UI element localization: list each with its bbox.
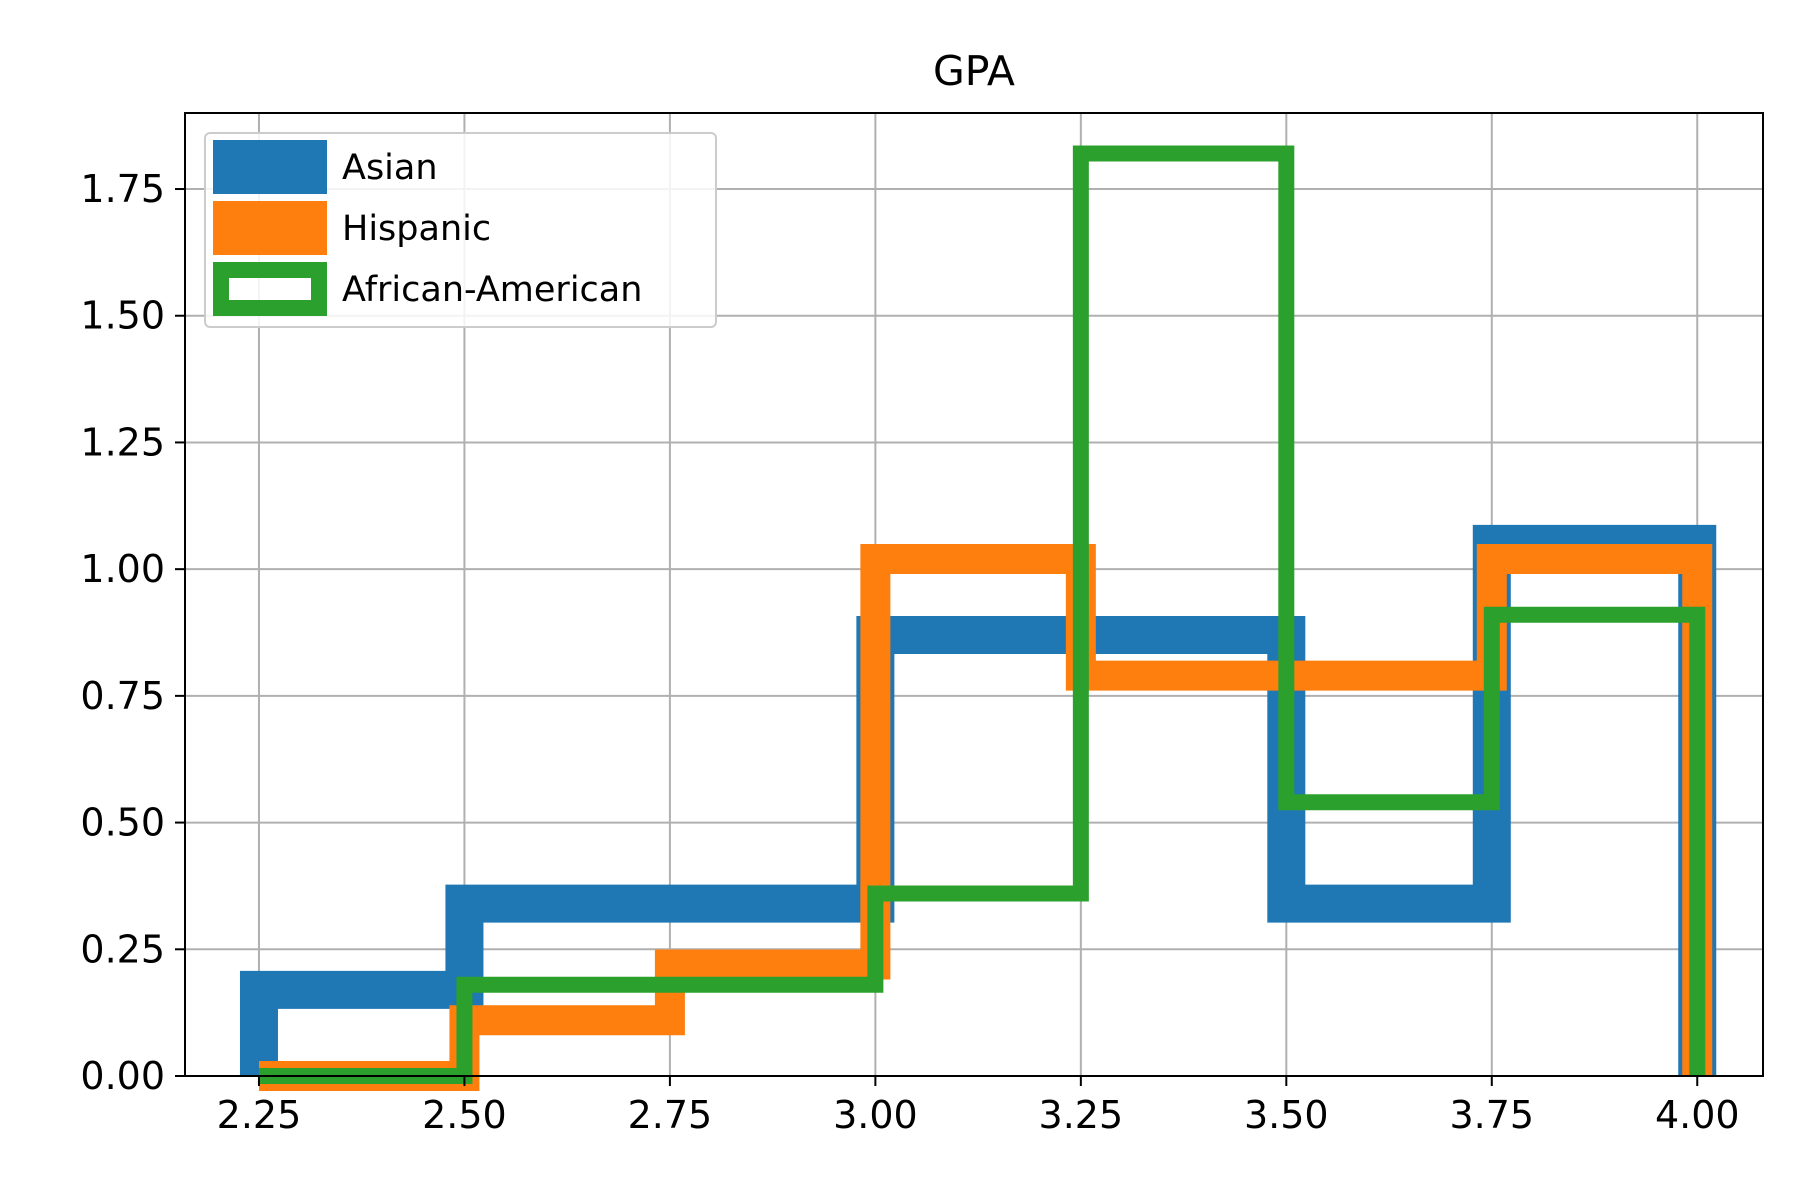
y-tick-label: 1.25 bbox=[80, 420, 165, 464]
chart-title: GPA bbox=[933, 47, 1015, 95]
y-tick-label: 0.75 bbox=[80, 674, 165, 718]
x-tick-label: 3.50 bbox=[1244, 1093, 1329, 1137]
x-tick-label: 2.50 bbox=[422, 1093, 507, 1137]
y-tick-label: 1.50 bbox=[80, 294, 165, 338]
y-tick-label: 0.25 bbox=[80, 927, 165, 971]
x-tick-label: 3.00 bbox=[833, 1093, 918, 1137]
y-axis: 0.00 0.25 0.50 0.75 1.00 1.25 1.50 1.75 bbox=[80, 167, 185, 1098]
x-tick-label: 2.25 bbox=[217, 1093, 302, 1137]
x-axis: 2.25 2.50 2.75 3.00 3.25 3.50 3.75 4.00 bbox=[217, 1076, 1740, 1137]
y-tick-label: 1.75 bbox=[80, 167, 165, 211]
legend-swatch bbox=[213, 201, 327, 255]
legend-label: African-American bbox=[342, 270, 642, 310]
x-tick-label: 4.00 bbox=[1655, 1093, 1740, 1137]
x-tick-label: 2.75 bbox=[628, 1093, 713, 1137]
y-tick-label: 0.50 bbox=[80, 801, 165, 845]
histogram-step-african-american bbox=[258, 145, 1706, 1084]
y-tick-label: 1.00 bbox=[80, 547, 165, 591]
series-layer bbox=[239, 145, 1717, 1091]
legend-label: Hispanic bbox=[342, 209, 491, 249]
x-tick-label: 3.25 bbox=[1039, 1093, 1124, 1137]
legend-swatch bbox=[213, 140, 327, 194]
y-tick-label: 0.00 bbox=[80, 1054, 165, 1098]
legend: Asian Hispanic African-American bbox=[204, 132, 717, 328]
legend-swatch bbox=[213, 262, 327, 316]
legend-label: Asian bbox=[342, 148, 438, 188]
x-tick-label: 3.75 bbox=[1449, 1093, 1534, 1137]
legend-box bbox=[204, 132, 717, 328]
plot-frame bbox=[184, 112, 1764, 1077]
